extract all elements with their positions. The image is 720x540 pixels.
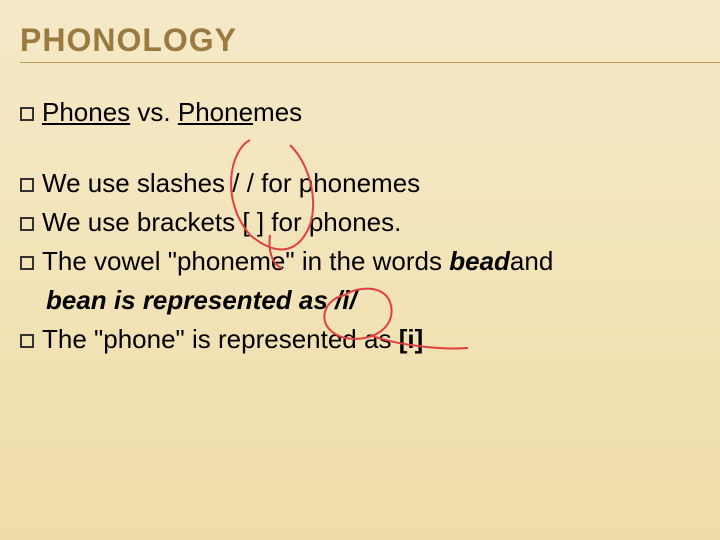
bullet-icon [20, 256, 34, 270]
bullet-4: The "phone" is represented as [i] [20, 322, 700, 357]
bullet-2: We use brackets [ ] for phones. [20, 205, 700, 240]
bullet-2-text: We use brackets [ ] for phones. [42, 207, 401, 237]
title-underline [20, 62, 720, 63]
content-area: Phones vs. Phonemes We use slashes / / f… [20, 95, 700, 362]
bullet-icon [20, 178, 34, 192]
bullet-3: The vowel "phoneme" in the words beadand [20, 244, 700, 279]
bullet-1-text: We use slashes / / for phonemes [42, 168, 420, 198]
bullet-3-cont: bean is represented as /i/ [20, 283, 700, 318]
bullet-3-and: and [510, 246, 553, 276]
bullet-3-a: The vowel "phoneme" in the words [42, 246, 449, 276]
bullet-3-bean: bean [46, 285, 107, 315]
bullet-icon [20, 217, 34, 231]
subtitle-line: Phones vs. Phonemes [20, 95, 700, 130]
bullet-1: We use slashes / / for phonemes [20, 166, 700, 201]
bullet-4-i: [i] [399, 324, 424, 354]
subtitle-vs: vs. [130, 97, 178, 127]
bullet-4-a: The "phone" is represented as [42, 324, 399, 354]
bullet-icon [20, 334, 34, 348]
bullet-3-bead: bead [449, 246, 510, 276]
slide-title: PHONOLOGY [20, 22, 237, 59]
spacer [20, 134, 700, 166]
slide: PHONOLOGY Phones vs. Phonemes We use sla… [0, 0, 720, 540]
bullet-3-rep: is represented as /i/ [107, 285, 357, 315]
subtitle-mes: mes [253, 97, 302, 127]
subtitle-phones: Phones [42, 97, 130, 127]
bullet-icon [20, 107, 34, 121]
subtitle-phone: Phone [178, 97, 253, 127]
